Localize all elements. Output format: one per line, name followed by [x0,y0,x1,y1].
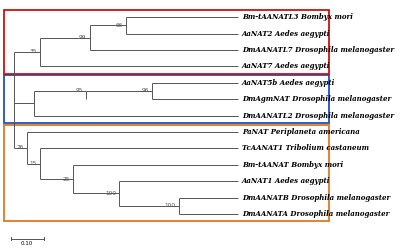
Text: Bm-tAANATL3 Bombyx mori: Bm-tAANATL3 Bombyx mori [242,13,353,21]
Text: DmAANATA Drosophila melanogaster: DmAANATA Drosophila melanogaster [242,210,389,218]
Text: DmAANATL2 Drosophila melanogaster: DmAANATL2 Drosophila melanogaster [242,112,394,120]
Bar [4,10,329,74]
Text: AaNAT1 Aedes aegypti: AaNAT1 Aedes aegypti [242,177,330,185]
Text: DmAANATB Drosophila melanogaster: DmAANATB Drosophila melanogaster [242,193,390,202]
Text: 0.10: 0.10 [21,241,33,246]
Text: Bm-tAANAT Bombyx mori: Bm-tAANAT Bombyx mori [242,161,343,169]
Text: 35: 35 [30,49,37,55]
Text: AaNAT5b Aedes aegypti: AaNAT5b Aedes aegypti [242,79,335,87]
Text: AaNAT2 Aedes aegypti: AaNAT2 Aedes aegypti [242,30,330,37]
Text: DmAANATL7 Drosophila melanogaster: DmAANATL7 Drosophila melanogaster [242,46,394,54]
Text: DmAgmNAT Drosophila melanogaster: DmAgmNAT Drosophila melanogaster [242,95,391,103]
Text: 100: 100 [105,191,116,196]
Text: 15: 15 [30,161,37,166]
Text: PaNAT Periplaneta americana: PaNAT Periplaneta americana [242,128,360,136]
Bar [4,75,329,123]
Text: 95: 95 [76,89,83,93]
Text: 25: 25 [62,177,70,182]
Text: 96: 96 [142,89,149,93]
Text: 66: 66 [115,23,123,28]
Text: 100: 100 [164,203,175,208]
Bar [4,124,329,221]
Text: AaNAT7 Aedes aegypti: AaNAT7 Aedes aegypti [242,62,330,70]
Text: 76: 76 [16,145,24,150]
Text: 99: 99 [79,35,86,40]
Text: TcAANAT1 Tribolium castaneum: TcAANAT1 Tribolium castaneum [242,144,369,152]
